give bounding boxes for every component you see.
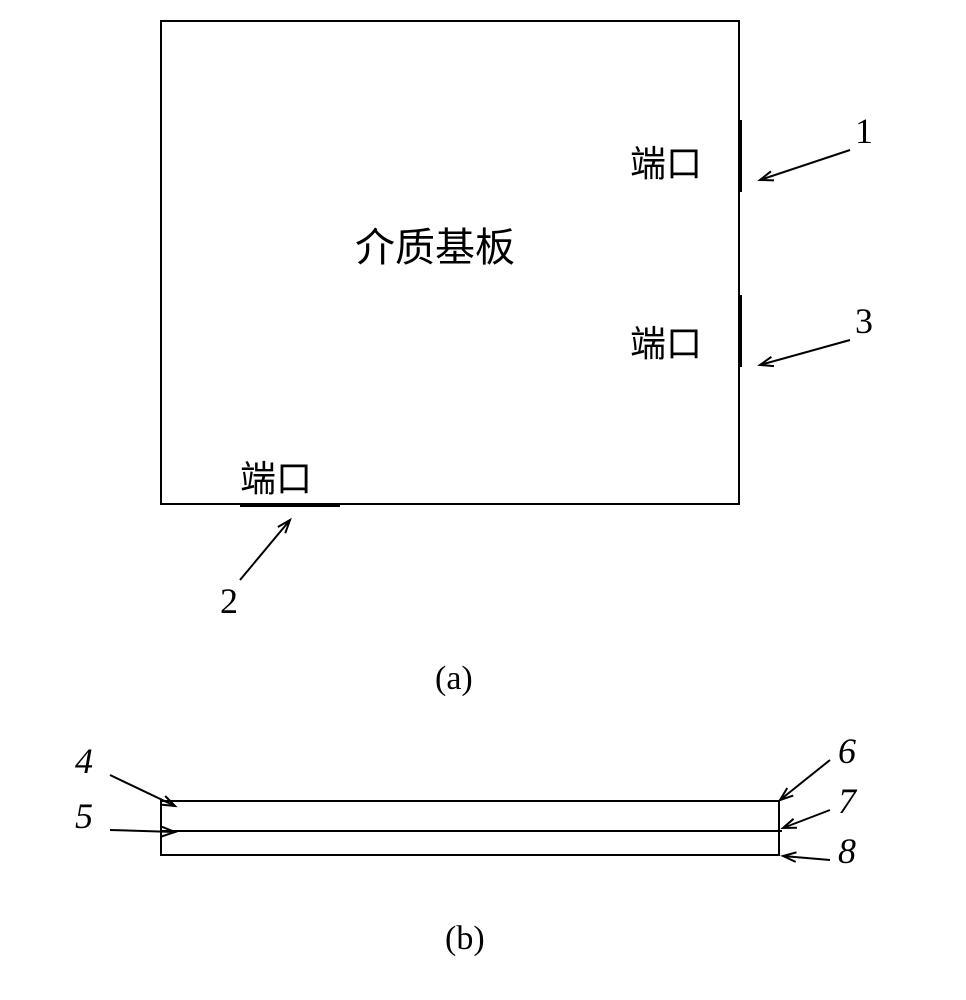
port-mark-3 xyxy=(738,295,742,367)
caption-b: (b) xyxy=(445,920,485,958)
layer-number-8: 8 xyxy=(838,830,856,872)
port-mark-1 xyxy=(738,120,742,192)
port-mark-2 xyxy=(240,503,340,507)
layer-divider xyxy=(162,830,782,832)
port-number-3: 3 xyxy=(855,300,873,342)
arrow-line xyxy=(100,770,101,771)
layer-stack xyxy=(160,800,780,856)
layer-number-6: 6 xyxy=(838,730,856,772)
layer-number-7: 7 xyxy=(838,780,856,822)
port-label-2: 端口 xyxy=(240,450,312,502)
arrow-line xyxy=(160,20,161,21)
substrate-label: 介质基板 xyxy=(355,215,515,273)
diagram-a-container: 介质基板 端口1端口3端口2 (a) xyxy=(160,20,800,660)
diagram-b-container: 45678 (b) xyxy=(100,770,866,970)
layer-number-4: 4 xyxy=(75,740,93,782)
port-number-1: 1 xyxy=(855,110,873,152)
caption-a: (a) xyxy=(435,660,473,698)
port-label-3: 端口 xyxy=(630,315,702,367)
port-label-1: 端口 xyxy=(630,135,702,187)
port-number-2: 2 xyxy=(220,580,238,622)
layer-number-5: 5 xyxy=(75,795,93,837)
